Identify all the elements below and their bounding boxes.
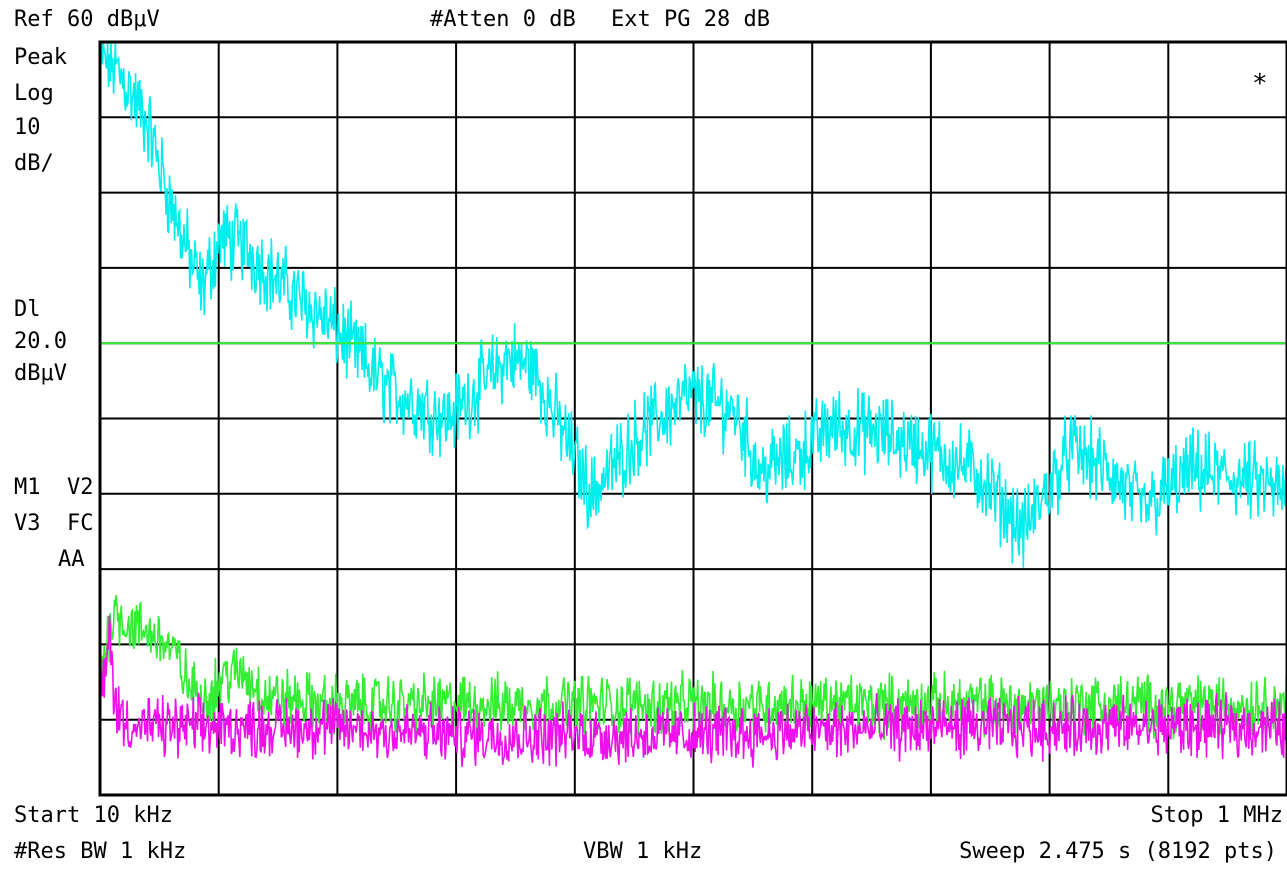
external-preamp-gain: Ext PG 28 dB (611, 7, 770, 32)
display-line-value: 20.0 (14, 329, 67, 354)
attenuation: #Atten 0 dB (430, 7, 576, 32)
scale-value: 10 (14, 115, 41, 140)
trace-modes-3: AA (58, 547, 85, 572)
asterisk-indicator: * (1252, 69, 1268, 99)
sweep-time: Sweep 2.475 s (8192 pts) (959, 839, 1277, 864)
ref-level: Ref 60 dBμV (14, 7, 160, 32)
plot-frame (98, 40, 1287, 797)
trace-1-line (99, 42, 1287, 568)
trace-modes-2: V3 FC (14, 511, 94, 536)
scale-type: Log (14, 81, 54, 106)
display-line-label: Dl (14, 297, 41, 322)
resolution-bandwidth: #Res BW 1 kHz (14, 839, 187, 864)
scale-unit: dB/ (14, 151, 54, 176)
video-bandwidth: VBW 1 kHz (583, 839, 703, 864)
stop-frequency: Stop 1 MHz (1150, 803, 1283, 828)
trace-3-line (99, 615, 1287, 768)
detector-mode: Peak (14, 45, 67, 70)
trace-modes-1: M1 V2 (14, 475, 94, 500)
start-frequency: Start 10 kHz (14, 803, 173, 828)
traces (99, 42, 1287, 768)
display-line-unit: dBμV (14, 361, 67, 386)
